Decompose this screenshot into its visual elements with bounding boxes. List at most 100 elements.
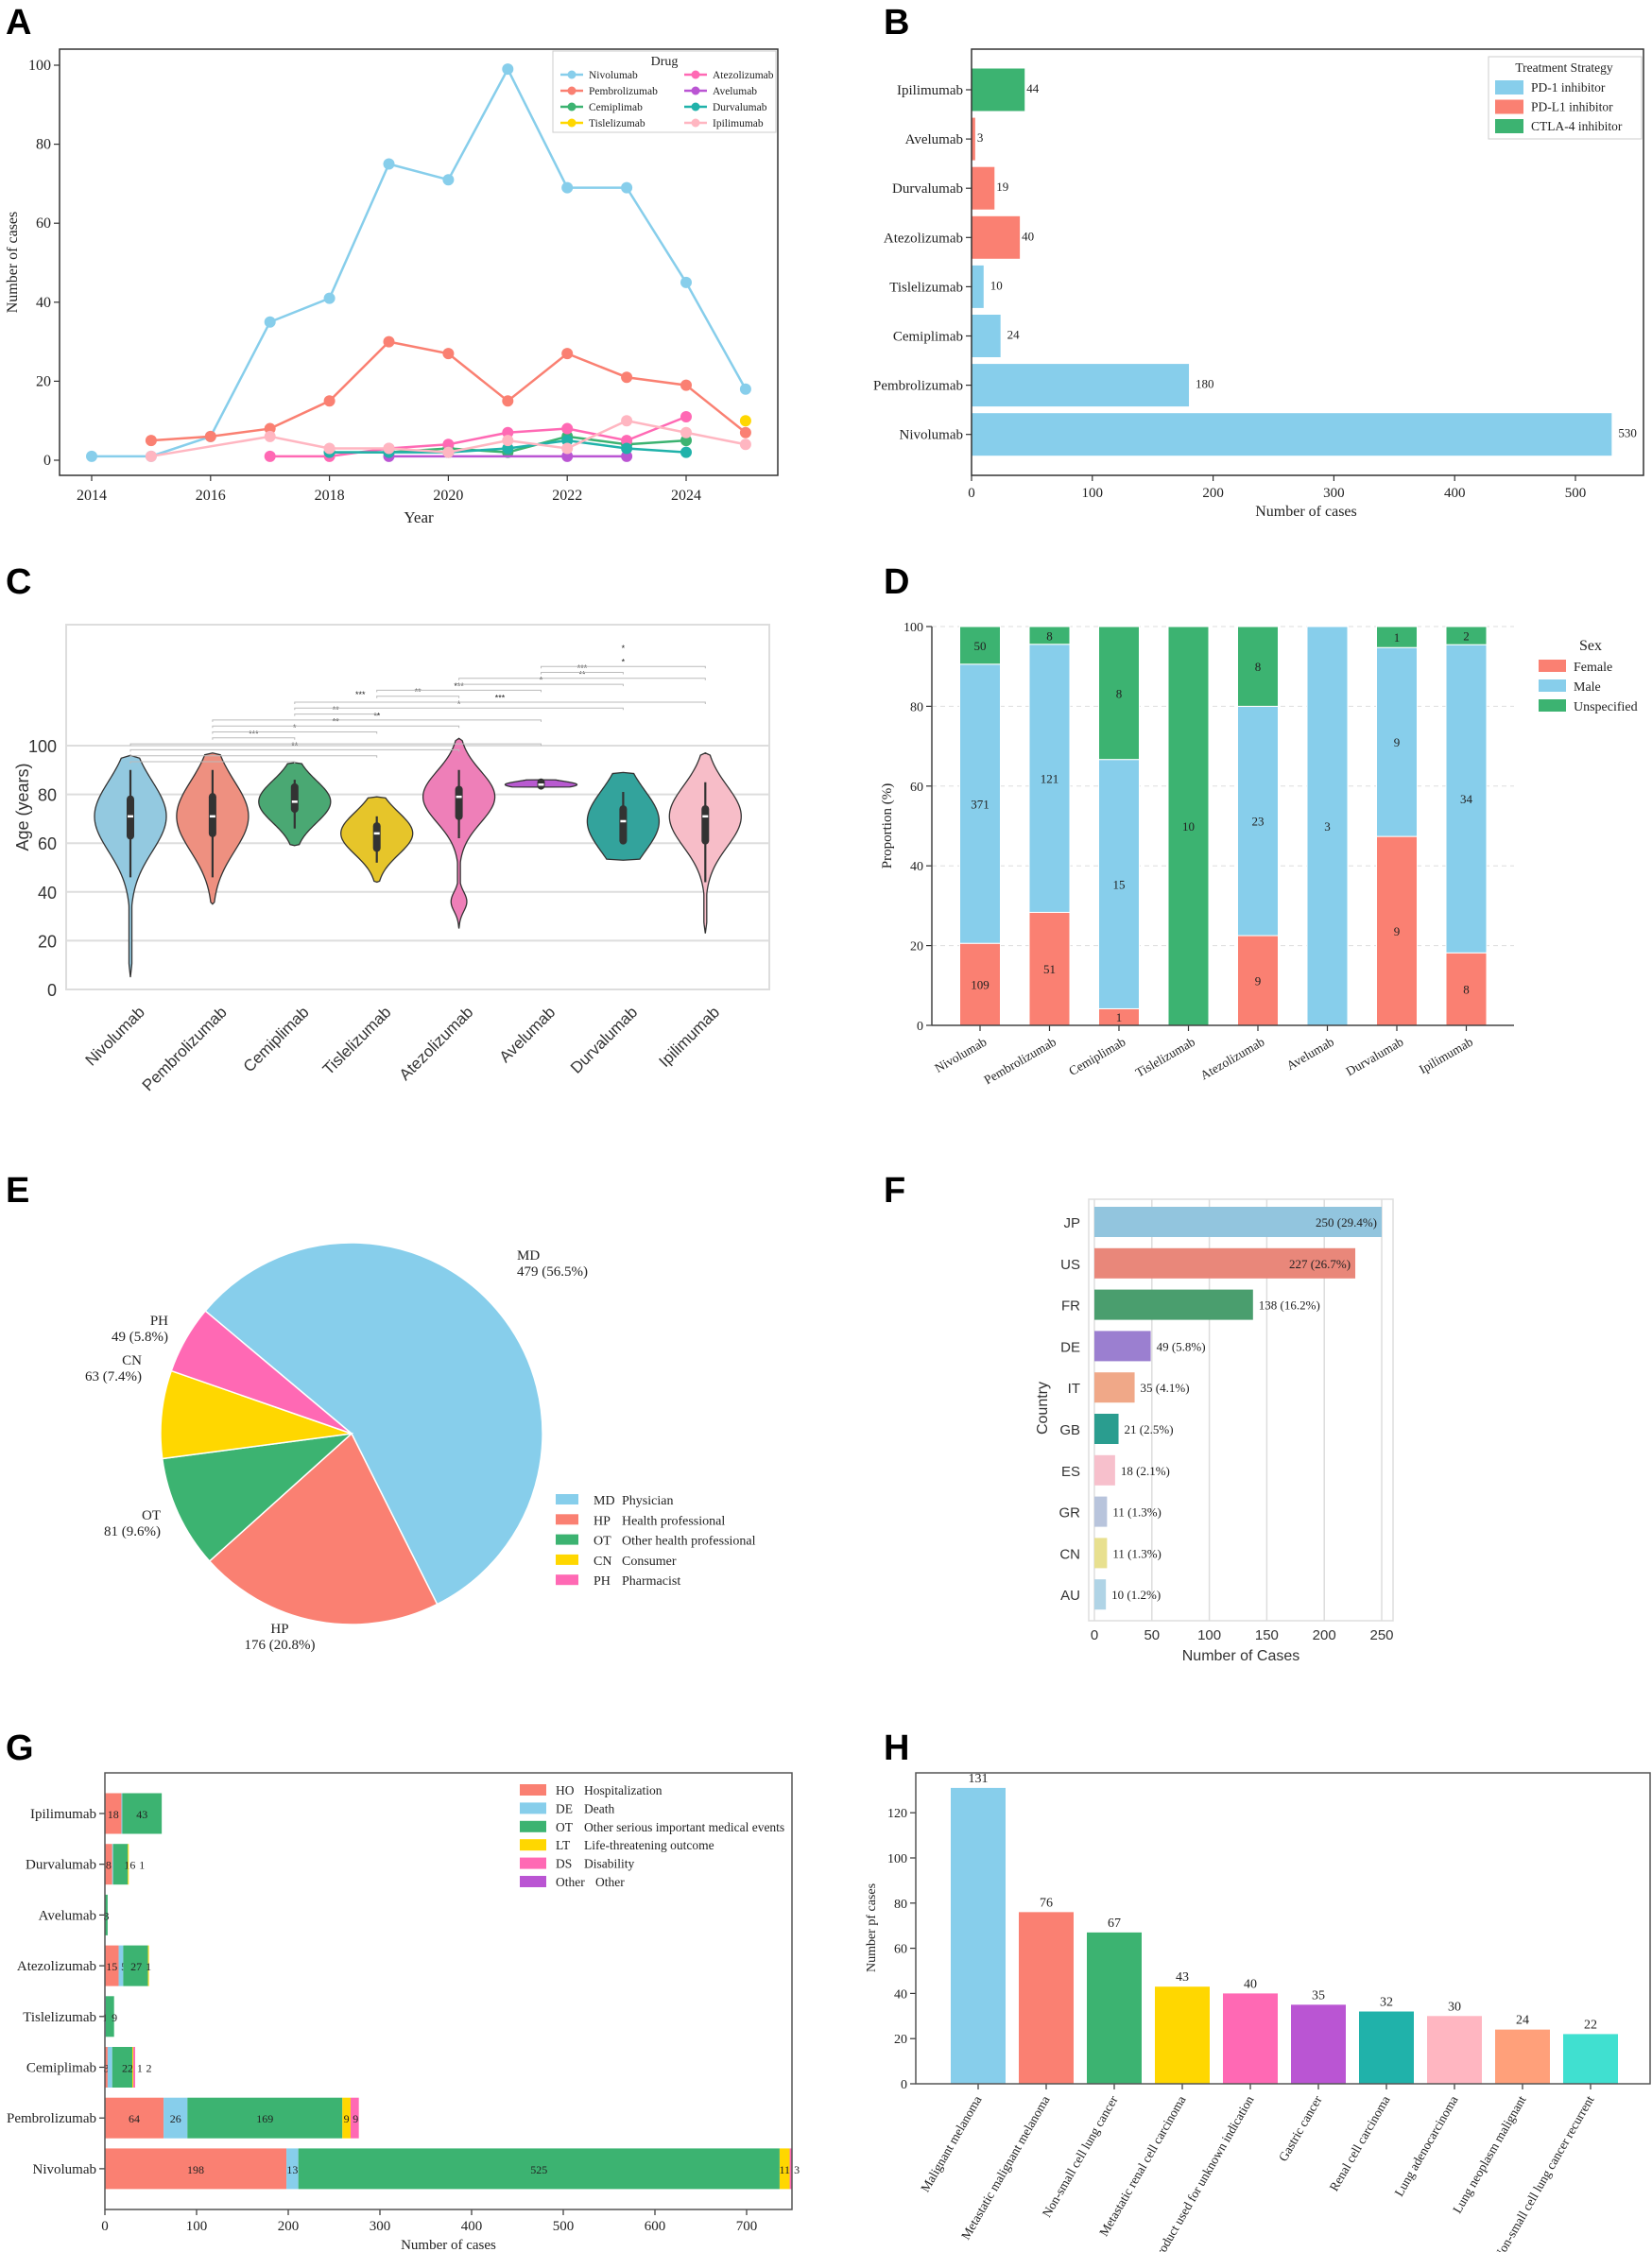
x-tick-label: Lung adenocarcinoma — [1391, 2093, 1460, 2199]
plot-frame — [59, 48, 779, 476]
legend-label: Nivolumab — [589, 70, 638, 81]
value-label: 138 (16.2%) — [1259, 1298, 1320, 1313]
slice-value-label: 63 (7.4%) — [85, 1369, 142, 1384]
legend-swatch — [1539, 699, 1566, 712]
significance-bracket — [212, 737, 296, 740]
x-tick-label: 700 — [736, 2219, 758, 2234]
data-point — [561, 181, 574, 194]
bar-segment-female — [1376, 835, 1418, 1026]
slice-value-label: 479 (56.5%) — [517, 1264, 588, 1280]
bar-segment-male — [959, 663, 1001, 944]
bar — [1087, 1932, 1142, 2084]
legend-label: Pembrolizumab — [589, 86, 658, 97]
significance-label: * — [540, 676, 543, 685]
y-tick-label: Nivolumab — [900, 428, 964, 443]
y-tick-label: Ipilimumab — [30, 1807, 96, 1822]
legend-marker — [691, 102, 700, 112]
x-tick-label: Non-small cell lung cancer — [1040, 2093, 1121, 2220]
legend-code: MD — [594, 1494, 615, 1508]
bar-segment-lt — [128, 1844, 129, 1885]
y-tick-label: 40 — [38, 884, 57, 903]
data-point — [383, 158, 395, 170]
value-label: 24 — [1516, 2014, 1529, 2028]
series-line-nivolumab — [92, 66, 747, 458]
bar-segment-de — [286, 2148, 299, 2190]
y-tick-label: 60 — [894, 1943, 907, 1957]
x-tick-label: 600 — [645, 2219, 666, 2234]
plot-frame — [104, 1772, 793, 2210]
x-tick-label: 250 — [1369, 1627, 1393, 1643]
bar-gb — [1094, 1414, 1119, 1444]
data-point — [502, 63, 514, 76]
value-label: 43 — [1176, 1970, 1189, 1985]
x-tick-label: Tislelizumab — [319, 1003, 395, 1078]
data-point — [323, 395, 336, 407]
legend-box — [552, 50, 777, 133]
legend-marker — [567, 102, 576, 112]
segment-label: 8 — [1116, 686, 1123, 700]
x-tick-label: 0 — [101, 2219, 109, 2234]
segment-label: 8 — [1463, 983, 1470, 997]
value-label: 76 — [1040, 1896, 1053, 1910]
significance-label: ** — [578, 669, 586, 679]
segment-label: 1 — [146, 1960, 151, 1973]
segment-label: 9 — [1255, 974, 1262, 988]
plot-frame — [971, 48, 1644, 476]
bar-segment-ot — [298, 2148, 780, 2190]
y-tick-label: 100 — [28, 737, 57, 756]
bar-segment-lt — [147, 1945, 149, 1986]
legend-code: OT — [556, 1820, 574, 1834]
y-tick-label: Avelumab — [905, 132, 963, 147]
panel-label: C — [6, 562, 31, 602]
segment-label: 1 — [139, 1859, 145, 1872]
legend-label: Durvalumab — [713, 102, 767, 113]
significance-bracket — [129, 755, 378, 758]
segment-label: 8 — [1046, 628, 1053, 643]
segment-label: 26 — [170, 2112, 181, 2125]
plot-frame — [65, 624, 770, 990]
data-point — [442, 174, 455, 186]
legend-label: Avelumab — [713, 86, 757, 97]
y-tick-label: 80 — [894, 1898, 907, 1912]
data-point — [680, 411, 692, 423]
x-tick-label: Atezolizumab — [396, 1003, 477, 1084]
x-tick-label: Avelumab — [496, 1003, 559, 1066]
legend-label: Atezolizumab — [713, 70, 774, 81]
bar-segment-unspecified — [1376, 626, 1418, 648]
segment-label: 27 — [130, 1960, 142, 1973]
legend-label: Disability — [584, 1857, 634, 1871]
legend-swatch — [520, 1784, 546, 1796]
y-tick-label: Durvalumab — [892, 181, 963, 197]
legend-label: Other health professional — [622, 1535, 756, 1549]
series-line-ipilimumab — [150, 419, 747, 458]
segment-label: 1 — [137, 2062, 143, 2075]
bar-segment-de — [112, 1844, 113, 1885]
segment-label: 1 — [1394, 630, 1401, 645]
segment-label: 50 — [974, 639, 987, 653]
segment-label: 2 — [1463, 629, 1470, 644]
legend-code: OT — [594, 1535, 611, 1549]
x-tick-label: 150 — [1255, 1627, 1279, 1643]
y-tick-label: Cemiplimab — [893, 330, 963, 345]
pie-slice-ph — [170, 1310, 353, 1435]
x-tick-label: 0 — [1091, 1627, 1098, 1643]
data-point — [621, 450, 633, 462]
series-line-atezolizumab — [269, 415, 687, 458]
data-point — [502, 442, 514, 455]
x-tick-label: Gastric cancer — [1276, 2093, 1325, 2164]
bar-segment-female — [1237, 935, 1279, 1026]
segment-label: 11 — [779, 2163, 790, 2176]
legend-swatch — [520, 1820, 546, 1832]
y-axis-label: Number pf cases — [865, 1883, 879, 1972]
segment-label: 13 — [286, 2163, 298, 2176]
legend-code: Other — [556, 1875, 585, 1889]
x-tick-label: 2018 — [315, 488, 345, 504]
y-tick-label: 100 — [887, 1852, 907, 1866]
legend-swatch — [1539, 679, 1566, 692]
y-tick-label: 0 — [917, 1020, 923, 1034]
x-tick-label: Avelumab — [1284, 1034, 1337, 1073]
x-tick-label: 2016 — [196, 488, 226, 504]
bar-es — [1094, 1454, 1115, 1486]
y-tick-label: 20 — [910, 940, 923, 954]
x-tick-label: Nivolumab — [82, 1003, 148, 1069]
